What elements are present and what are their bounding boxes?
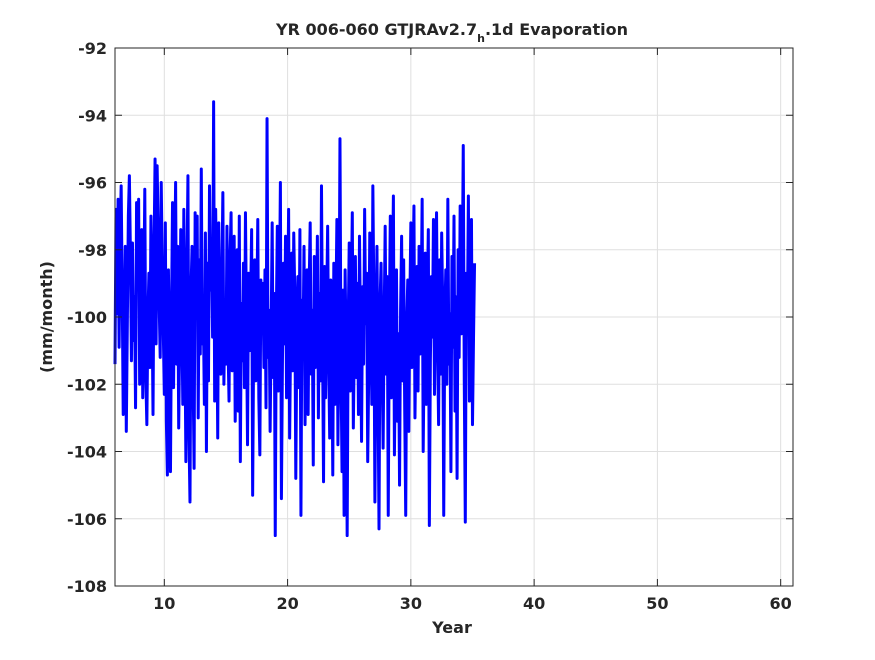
y-tick-label: -106 [67,510,107,529]
x-tick-label: 30 [400,594,422,613]
y-tick-label: -100 [67,308,107,327]
tick-labels: 10 20 30 40 50 60 -108 -106 -104 -102 -100 -98 -96 -9… [67,39,792,613]
y-axis-label: (mm/month) [37,261,56,373]
x-tick-label: 50 [646,594,668,613]
x-tick-label: 60 [770,594,792,613]
y-tick-label: -98 [78,241,107,260]
x-tick-label: 10 [153,594,175,613]
chart-title-subscript: h [477,32,485,45]
series-line [113,100,477,538]
y-tick-label: -96 [78,174,107,193]
tick-marks [115,47,793,587]
x-axis-label: Year [431,618,472,637]
chart-title-suffix: .1d Evaporation [485,20,628,39]
y-tick-label: -92 [78,39,107,58]
series-layer [113,100,477,538]
x-tick-label: 20 [276,594,298,613]
y-tick-label: -94 [78,106,107,125]
y-tick-label: -108 [67,577,107,596]
chart-title-main: YR 006-060 GTJRAv2.7 [275,20,477,39]
y-tick-label: -104 [67,443,107,462]
y-tick-label: -102 [67,375,107,394]
plot-area [113,47,794,587]
x-tick-label: 40 [523,594,545,613]
chart-title: YR 006-060 GTJRAv2.7h.1d Evaporation [275,20,628,45]
